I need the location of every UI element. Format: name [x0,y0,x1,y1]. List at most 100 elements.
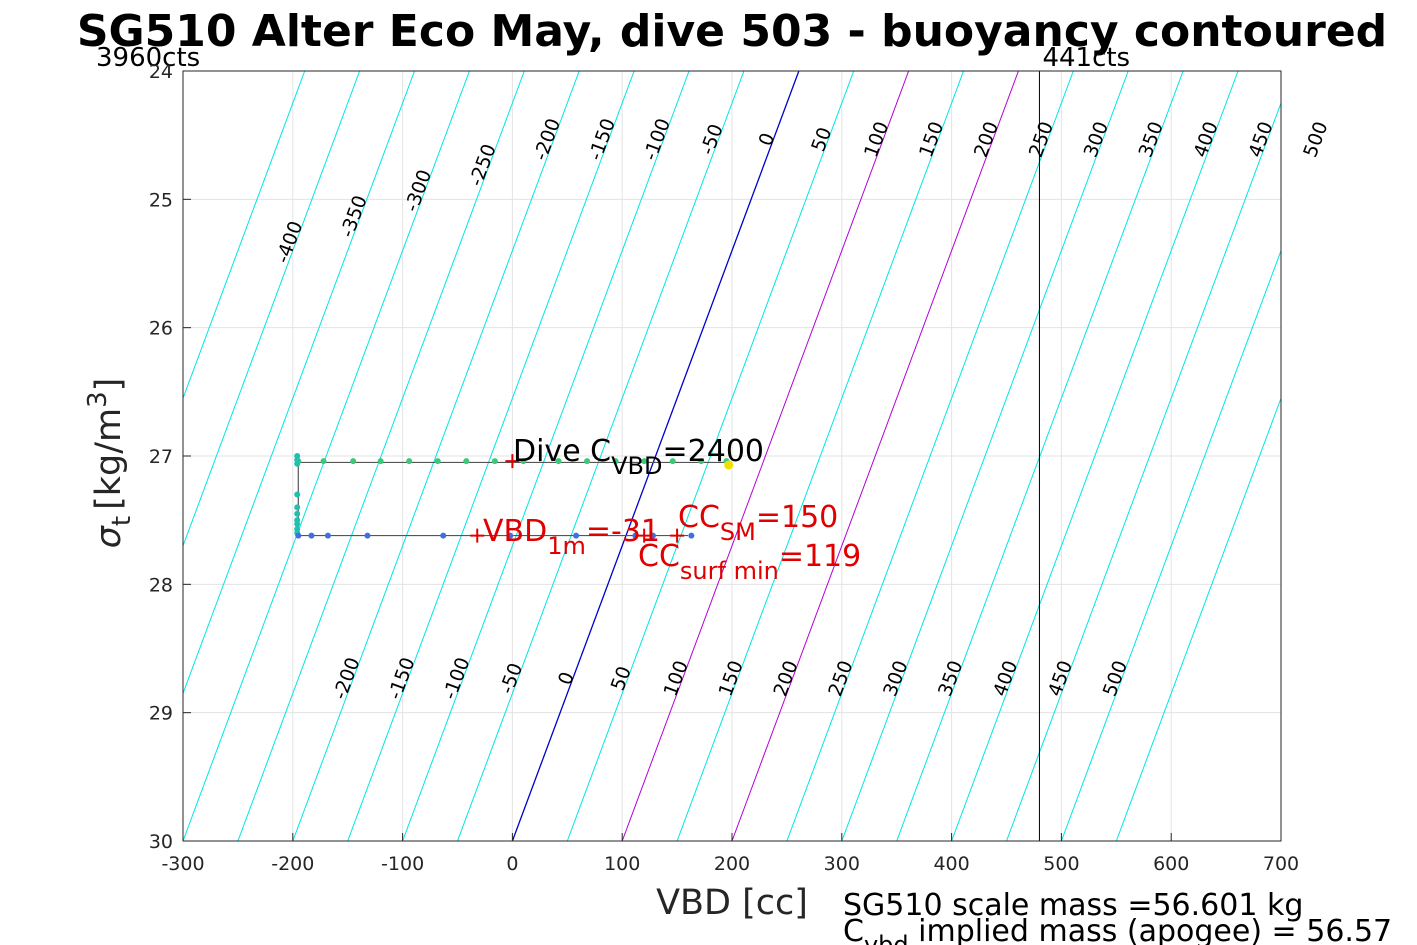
data-point [698,458,705,465]
x-tick-label: 400 [933,853,969,875]
y-axis-label-symbol: σ [89,524,129,548]
data-point [294,521,301,528]
contour-line [841,71,1129,841]
contour-line [621,71,910,841]
chart-title: SG510 Alter Eco May, dive 503 - buoyancy… [77,6,1387,57]
x-axis-ticks: -300 -200 -100 0 100 200 300 400 500 600 700 [161,833,1299,875]
data-point [406,458,413,465]
data-point [295,532,302,539]
data-point [612,458,619,465]
data-point [350,458,357,465]
cc-surf-value: =119 [779,539,861,574]
contour-line [511,71,800,841]
cc-surf-main: CC [638,539,680,574]
contour-line [402,71,690,841]
contour-line [676,71,965,841]
x-tick-label: 200 [714,853,750,875]
footer-implied-sub: vbd [864,931,909,945]
contour-line [1006,101,1281,841]
dive-c-sub: VBD [611,452,662,480]
cc-surf-sub: surf min [680,557,779,585]
data-point [294,510,301,517]
cc-sm-main: CC [678,500,720,535]
x-tick-label: 500 [1043,853,1079,875]
y-tick-label: 25 [149,189,173,211]
data-point [649,532,656,539]
contour-line [347,71,635,841]
contour-line [951,71,1239,841]
contour-line [183,71,470,841]
contour-line [566,71,855,841]
footer-implied-rest: implied mass (apogee) = 56.57 [909,914,1393,945]
y-axis-label-units: [kg/m [89,408,129,510]
data-point [294,460,301,467]
contour-line [731,71,1019,841]
y-axis-label-superscript: 3 [83,391,113,408]
x-tick-label: 600 [1153,853,1189,875]
contour-line [1060,249,1281,841]
dive-profile [294,453,734,543]
y-tick-label: 27 [149,446,173,468]
contour-line [292,71,580,841]
cc-surf-min-annotation: CCsurf min=119 [638,539,861,585]
data-point [573,532,580,539]
contour-line [183,71,416,695]
data-point [440,532,447,539]
plus-marker [470,528,485,543]
contour-line [237,71,525,841]
data-point [294,504,301,511]
count-limit-lines: 441cts 3960cts [96,43,1130,841]
plus-marker [637,528,652,543]
vbd-1m-main: VBD [483,514,547,549]
contour-line [786,71,1074,841]
dive-c-value: =2400 [663,434,764,469]
data-point [520,458,527,465]
x-tick-label: -100 [381,853,424,875]
x-tick-label: 300 [824,853,860,875]
contour-line [1115,396,1281,841]
data-point [308,532,315,539]
data-point [507,532,514,539]
cc-sm-annotation: CCSM=150 [678,500,838,546]
data-point [641,458,648,465]
data-point [463,458,470,465]
contour-line [183,71,306,400]
x-tick-label: -200 [271,853,314,875]
y-axis-label: σt [kg/m3] [83,378,137,549]
data-point [491,458,498,465]
contour-label: 500 [1299,119,1332,161]
x-tick-label: 700 [1263,853,1299,875]
data-point [632,532,639,539]
dive-c-vbd-annotation: Dive CVBD=2400 [513,434,764,480]
data-point [294,491,301,498]
count-limit-label: 441cts [1042,43,1130,73]
y-axis-label-close: ] [89,378,129,392]
data-point [669,458,676,465]
contour-line [457,71,745,841]
x-tick-label: -300 [161,853,204,875]
vbd-1m-value: =-31 [586,514,660,549]
contour-line [183,71,361,548]
data-point [724,460,734,470]
y-tick-label: 26 [149,318,173,340]
y-tick-label: 29 [149,703,173,725]
footer-scale-mass: SG510 scale mass =56.601 kg [843,888,1303,923]
count-limit-label: 3960cts [96,43,200,73]
data-point [320,458,327,465]
x-tick-label: 100 [604,853,640,875]
plus-marker [505,454,520,469]
contour-lines [183,71,1281,841]
y-axis-ticks: 24 25 26 27 28 29 30 [149,61,191,853]
data-point [584,458,591,465]
y-axis-label-subscript: t [107,516,137,526]
vbd-1m-sub: 1m [547,532,586,560]
x-tick-label: 0 [506,853,518,875]
y-tick-label: 30 [149,831,173,853]
data-point [324,532,331,539]
y-tick-label: 28 [149,574,173,596]
cc-sm-sub: SM [720,518,756,546]
cc-sm-value: =150 [756,500,838,535]
data-point [377,458,384,465]
footer-implied-mass: Cvbd implied mass (apogee) = 56.57 [843,914,1392,945]
